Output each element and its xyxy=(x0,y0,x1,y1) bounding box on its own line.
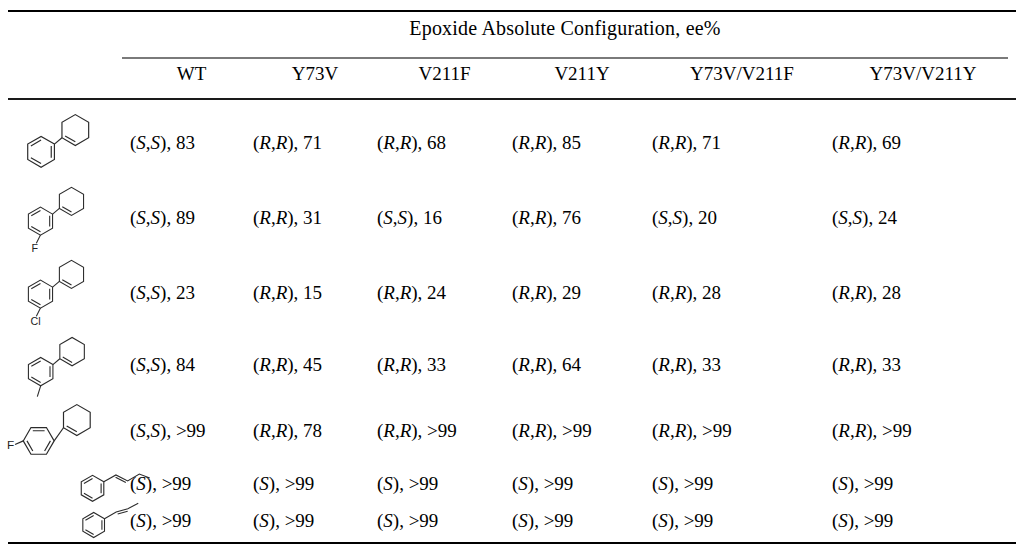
table-cell: (R, R), 15 xyxy=(253,255,322,330)
table-cell: (R, R), >99 xyxy=(512,400,592,462)
table-cell: (S), >99 xyxy=(130,465,191,503)
table-cell: (S, S), 89 xyxy=(130,180,195,255)
table-cell: (R, R), 33 xyxy=(832,330,901,400)
table-cell: (S), >99 xyxy=(652,500,713,542)
phenylcyclohexene-icon xyxy=(12,110,121,170)
table-title: Epoxide Absolute Configuration, ee% xyxy=(122,17,1008,40)
table-cell: (R, R), 31 xyxy=(253,180,322,255)
table-cell: (S, S), >99 xyxy=(130,400,206,462)
spanner-rule xyxy=(122,57,1008,59)
table-cell: (R, R), 64 xyxy=(512,330,581,400)
column-header-y73v-v211y: Y73V/V211Y xyxy=(832,61,1014,87)
table-cell: (S), >99 xyxy=(832,465,893,503)
table-cell: (S), >99 xyxy=(377,500,438,542)
column-header-v211y: V211Y xyxy=(512,61,652,87)
table-cell: (S), >99 xyxy=(512,465,573,503)
table-cell: (R, R), >99 xyxy=(652,400,732,462)
table-cell: (R, R), 33 xyxy=(377,330,446,400)
table-cell: (R, R), 28 xyxy=(832,255,901,330)
column-header-y73v-v211f: Y73V/V211F xyxy=(652,61,832,87)
table-cell: (S, S), 24 xyxy=(832,180,897,255)
table-cell: (S), >99 xyxy=(377,465,438,503)
table-cell: (R, R), 33 xyxy=(652,330,721,400)
table-cell: (R, R), >99 xyxy=(377,400,457,462)
column-header-y73v: Y73V xyxy=(253,61,377,87)
3-chlorophenylcyclohexene-icon: Cl xyxy=(14,253,113,327)
table-cell: (S), >99 xyxy=(130,500,191,542)
table-cell: (R, R), >99 xyxy=(832,400,912,462)
table-cell: (S), >99 xyxy=(253,465,314,503)
table-cell: (R, R), 71 xyxy=(652,105,721,180)
table-cell: (S, S), 16 xyxy=(377,180,442,255)
table-cell: (R, R), 78 xyxy=(253,400,322,462)
table-cell: (S, S), 20 xyxy=(652,180,717,255)
table-cell: (S, S), 84 xyxy=(130,330,195,400)
table-cell: (S), >99 xyxy=(832,500,893,542)
results-table-page: Epoxide Absolute Configuration, ee% WT Y… xyxy=(0,0,1024,556)
table-cell: (R, R), 76 xyxy=(512,180,581,255)
table-cell: (R, R), 85 xyxy=(512,105,581,180)
column-header-wt: WT xyxy=(130,61,253,87)
table-cell: (S), >99 xyxy=(652,465,713,503)
atom-label-f: F xyxy=(7,438,14,452)
table-bottom-rule xyxy=(8,542,1016,544)
table-cell: (R, R), 69 xyxy=(832,105,901,180)
atom-label-cl: Cl xyxy=(31,315,41,327)
table-cell: (S, S), 83 xyxy=(130,105,195,180)
3-methylphenylcyclohexene-icon xyxy=(14,330,114,400)
header-bottom-rule xyxy=(8,98,1016,100)
table-cell: (R, R), 28 xyxy=(652,255,721,330)
table-cell: (R, R), 45 xyxy=(253,330,322,400)
3-fluorophenylcyclohexene-icon: F xyxy=(14,180,113,254)
table-cell: (S, S), 23 xyxy=(130,255,195,330)
column-header-v211f: V211F xyxy=(377,61,512,87)
table-top-rule xyxy=(8,10,1016,12)
table-cell: (S), >99 xyxy=(512,500,573,542)
4-fluorophenylcyclohexene-icon: F xyxy=(6,400,115,460)
table-cell: (R, R), 71 xyxy=(253,105,322,180)
table-cell: (R, R), 29 xyxy=(512,255,581,330)
table-cell: (R, R), 24 xyxy=(377,255,446,330)
table-cell: (R, R), 68 xyxy=(377,105,446,180)
table-cell: (S), >99 xyxy=(253,500,314,542)
